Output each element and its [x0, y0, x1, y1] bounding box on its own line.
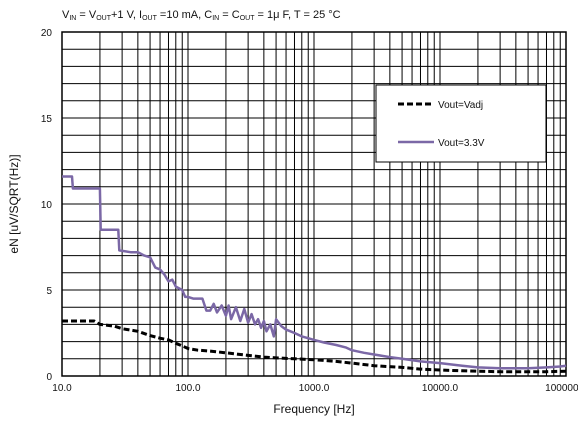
- chart-title-segment: IN: [69, 15, 76, 22]
- x-axis-label: Frequency [Hz]: [273, 402, 354, 416]
- chart-title: VIN = VOUT+1 V, IOUT =10 mA, CIN = COUT …: [62, 9, 341, 22]
- y-tick-label: 10: [41, 200, 53, 211]
- x-tick-labels: 10.0 100.0 1000.0 10000.0 100000.0: [52, 383, 578, 394]
- y-tick-label: 5: [46, 286, 52, 297]
- series-layer: [62, 175, 567, 374]
- chart-title-segment: IN: [212, 15, 219, 22]
- legend-label-2: Vout=3.3V: [438, 138, 485, 149]
- chart-title-segment: =10 mA, C: [157, 9, 212, 21]
- chart-title-segment: = 1μ F, T = 25 °C: [254, 9, 340, 21]
- grid: [62, 32, 566, 376]
- chart-title-segment: V: [62, 9, 70, 21]
- y-axis-label: eN [uV/SQRT(Hz)]: [7, 154, 21, 253]
- x-tick-label: 100000.0: [545, 383, 578, 394]
- series-line-2: [62, 175, 567, 370]
- legend-label-1: Vout=Vadj: [438, 100, 483, 111]
- y-tick-labels: 0 5 10 15 20: [41, 28, 53, 383]
- chart-title-segment: = C: [219, 9, 240, 21]
- chart-title-segment: = V: [76, 9, 97, 21]
- legend-box: [375, 84, 547, 163]
- chart-title-segment: OUT: [96, 15, 112, 22]
- x-tick-label: 10.0: [52, 383, 72, 394]
- chart-title-segment: +1 V, I: [111, 9, 142, 21]
- x-tick-label: 10000.0: [422, 383, 459, 394]
- y-tick-label: 20: [41, 28, 53, 39]
- series-line-1: [62, 319, 567, 374]
- plot-frame: [61, 31, 567, 377]
- x-tick-label: 1000.0: [299, 383, 330, 394]
- y-tick-label: 0: [46, 372, 52, 383]
- chart-title-segment: OUT: [240, 15, 256, 22]
- x-tick-label: 100.0: [175, 383, 200, 394]
- y-tick-label: 15: [41, 114, 53, 125]
- legend: Vout=Vadj Vout=3.3V: [375, 84, 547, 163]
- chart-title-segment: OUT: [142, 15, 158, 22]
